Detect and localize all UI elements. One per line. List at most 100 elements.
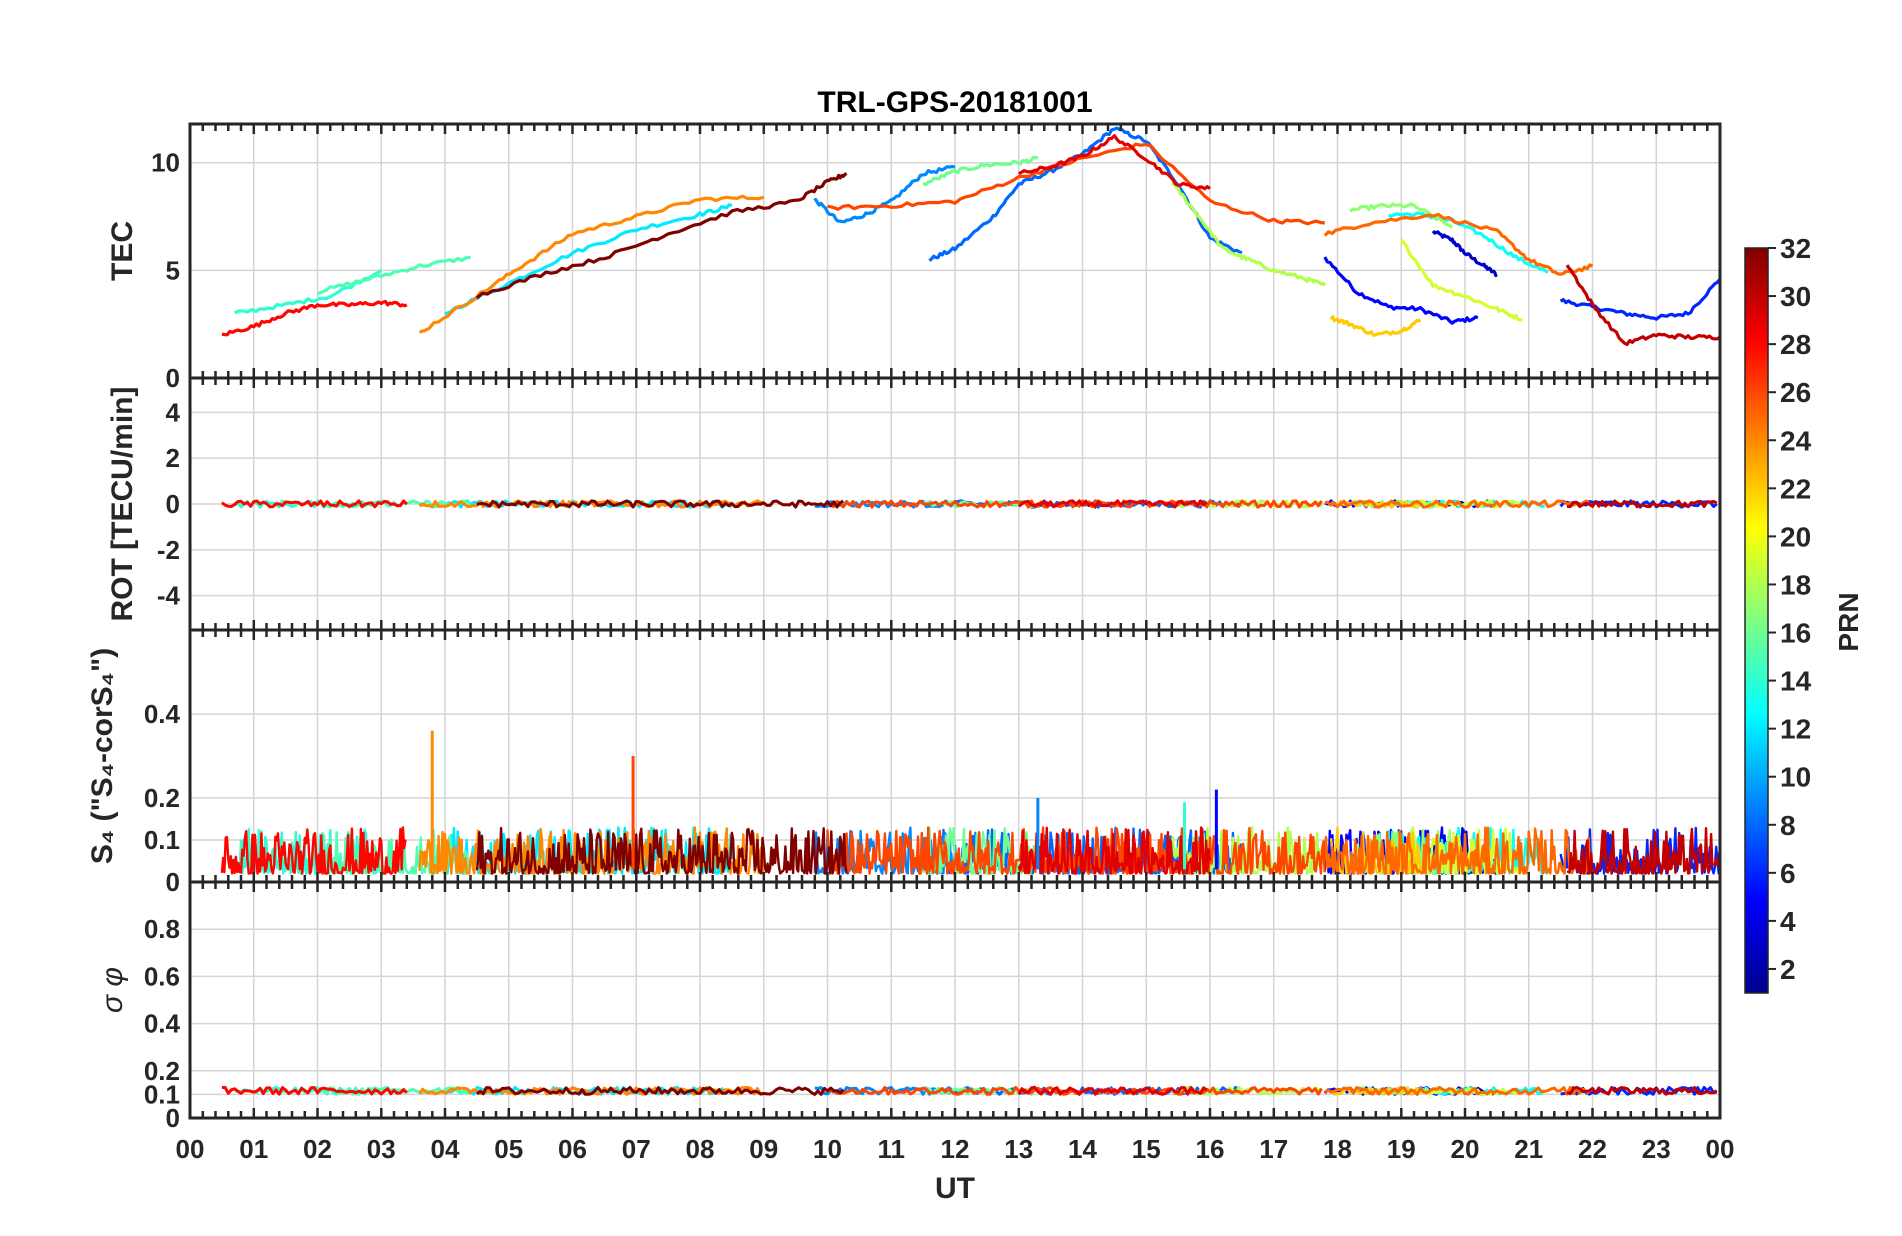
series-prn-25 xyxy=(1324,499,1590,509)
x-axis-label: UT xyxy=(935,1172,975,1205)
x-tick-label: 16 xyxy=(1196,1134,1225,1164)
x-minor-ticks xyxy=(188,124,1722,378)
tec-series-prn-6 xyxy=(1559,278,1720,321)
y-tick-label: 0.1 xyxy=(144,1079,180,1109)
tec-series-prn-22 xyxy=(1329,315,1422,337)
series-prn-25 xyxy=(1323,1085,1590,1096)
y-tick-label: 0.2 xyxy=(144,783,180,813)
tec-series-prn-29 xyxy=(1018,134,1211,191)
y-tick-label: 2 xyxy=(166,443,180,473)
series-prn-28 xyxy=(221,499,408,509)
tec-series-prn-15 xyxy=(317,255,471,296)
x-minor-ticks xyxy=(188,378,1722,630)
x-tick-label: 22 xyxy=(1578,1134,1607,1164)
tec-series-prn-13 xyxy=(1388,211,1549,274)
series-prn-26 xyxy=(826,499,1323,509)
x-tick-label: 05 xyxy=(494,1134,523,1164)
x-tick-label: 18 xyxy=(1323,1134,1352,1164)
tec-series-prn-18 xyxy=(1171,181,1327,287)
colorbar-tick-label: 28 xyxy=(1780,329,1811,360)
panel-2-data xyxy=(220,730,1720,875)
colorbar-tick-label: 20 xyxy=(1780,521,1811,552)
x-tick-label: 07 xyxy=(622,1134,651,1164)
x-minor-ticks xyxy=(188,882,1722,1118)
panel-1-data xyxy=(221,499,1718,509)
x-tick-label: 19 xyxy=(1387,1134,1416,1164)
colorbar-tick-label: 16 xyxy=(1780,618,1811,649)
y-tick-label: -4 xyxy=(157,581,181,611)
panel-3-data xyxy=(221,1085,1718,1096)
y-tick-label: 0 xyxy=(166,489,180,519)
x-tick-label: 01 xyxy=(239,1134,268,1164)
y-tick-label: 0.6 xyxy=(144,961,180,991)
tec-series-prn-3 xyxy=(1431,230,1498,278)
tec-series-prn-28 xyxy=(221,299,408,337)
colorbar-tick-label: 10 xyxy=(1780,762,1811,793)
colorbar-tick-label: 8 xyxy=(1780,810,1796,841)
y-tick-label: -2 xyxy=(157,535,180,565)
x-tick-label: 06 xyxy=(558,1134,587,1164)
tec-series-prn-26 xyxy=(827,142,1325,226)
series-prn-26 xyxy=(826,1085,1323,1096)
x-minor-ticks xyxy=(188,630,1722,882)
panel-2: 0 0.1 0.2 0.4 S₄ ("S₄-corS₄") xyxy=(86,628,1722,897)
tec-series-prn-19 xyxy=(1400,238,1523,322)
tec-series-prn-32 xyxy=(475,172,848,300)
tec-series-prn-5 xyxy=(1323,256,1479,325)
y-tick-label: 5 xyxy=(166,255,180,285)
series-prn-30 xyxy=(1566,1085,1718,1096)
y-axis-label: TEC xyxy=(106,221,139,281)
series-prn-29 xyxy=(1017,499,1208,509)
colorbar-tick-label: 2 xyxy=(1780,954,1796,985)
colorbar-tick-label: 6 xyxy=(1780,858,1796,889)
colorbar-tick-label: 18 xyxy=(1780,569,1811,600)
tec-series-prn-16 xyxy=(922,156,1039,187)
x-tick-label: 03 xyxy=(367,1134,396,1164)
colorbar-tick-label: 14 xyxy=(1780,666,1812,697)
series-prn-28 xyxy=(221,1085,408,1096)
x-tick-label: 15 xyxy=(1132,1134,1161,1164)
colorbar-bar xyxy=(1744,247,1769,994)
series-prn-29 xyxy=(1017,1085,1208,1096)
colorbar-tick-label: 26 xyxy=(1780,377,1811,408)
y-tick-label: 0 xyxy=(166,867,180,897)
x-tick-label: 14 xyxy=(1068,1134,1097,1164)
panel-0-data xyxy=(221,126,1720,347)
y-tick-label: 4 xyxy=(166,397,181,427)
series-prn-15 xyxy=(317,499,472,509)
x-tick-label: 21 xyxy=(1514,1134,1543,1164)
y-axis-label: σ φ xyxy=(96,967,129,1013)
panel-1: -4 -2 0 2 4 ROT [TECU/min] xyxy=(106,376,1722,632)
series-prn-32 xyxy=(475,1085,845,1096)
y-tick-label: 0.8 xyxy=(144,914,180,944)
x-tick-label: 12 xyxy=(941,1134,970,1164)
colorbar-tick-label: 4 xyxy=(1780,906,1796,937)
series-prn-25 xyxy=(1323,826,1594,875)
x-tick-label: 20 xyxy=(1451,1134,1480,1164)
panel-3: 00.10.2 0.4 0.6 0.8 σ φ xyxy=(96,880,1722,1133)
x-tick-label: 23 xyxy=(1642,1134,1671,1164)
y-tick-label: 0.1 xyxy=(144,825,180,855)
y-tick-label: 0.2 xyxy=(144,1056,180,1086)
x-tick-label: 09 xyxy=(749,1134,778,1164)
panel-0: 0 5 10 TEC xyxy=(106,122,1722,393)
series-prn-29 xyxy=(1017,826,1212,875)
tec-series-prn-30 xyxy=(1565,264,1720,347)
y-axis-label: S₄ ("S₄-corS₄") xyxy=(86,648,119,864)
chart-title: TRL-GPS-20181001 xyxy=(817,86,1092,119)
x-tick-label: 11 xyxy=(878,1134,906,1164)
tec-series-prn-25 xyxy=(1323,212,1594,276)
y-tick-label: 0.4 xyxy=(144,699,181,729)
x-tick-label: 17 xyxy=(1259,1134,1288,1164)
x-tick-label: 04 xyxy=(431,1134,460,1164)
series-prn-28 xyxy=(220,826,407,875)
x-tick-label: 13 xyxy=(1004,1134,1033,1164)
series-prn-30 xyxy=(1566,499,1718,509)
y-axis-label: ROT [TECU/min] xyxy=(106,387,139,622)
x-tick-labels: 00 01 02 03 04 05 06 07 08 09 10 11 12 13 14 15 16 17 18 19… xyxy=(176,1134,1735,1164)
x-tick-label: 02 xyxy=(303,1134,332,1164)
